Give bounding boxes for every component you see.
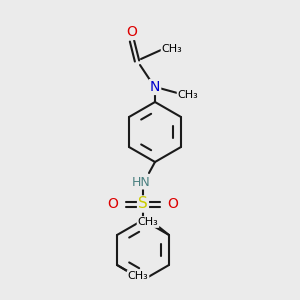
Text: CH₃: CH₃ xyxy=(138,217,158,227)
Text: N: N xyxy=(150,80,160,94)
Text: O: O xyxy=(127,25,137,39)
Text: HN: HN xyxy=(132,176,150,188)
Text: CH₃: CH₃ xyxy=(162,44,182,54)
Text: O: O xyxy=(168,197,178,211)
Text: CH₃: CH₃ xyxy=(178,90,198,100)
Text: CH₃: CH₃ xyxy=(128,271,148,281)
Text: O: O xyxy=(108,197,118,211)
Text: S: S xyxy=(138,196,148,211)
